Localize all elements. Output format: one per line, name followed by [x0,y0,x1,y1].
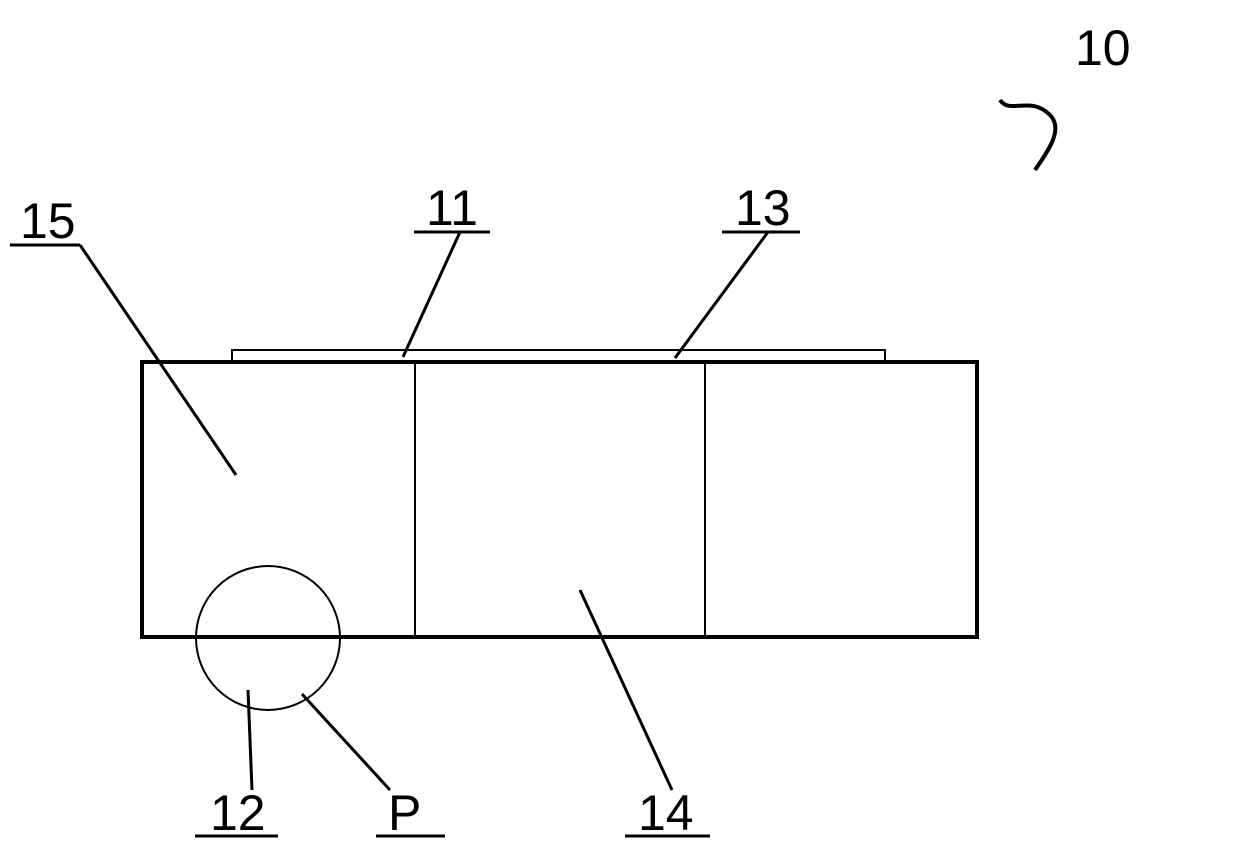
leader-14 [580,590,672,790]
leader-12 [248,690,252,790]
leader-P [302,694,390,790]
label-10: 10 [1075,20,1131,76]
label-14: 14 [638,785,694,841]
label-12: 12 [210,785,266,841]
label-13: 13 [735,180,791,236]
label-15: 15 [20,193,76,249]
main-block [142,362,977,637]
label-P: P [388,785,421,841]
leader-10 [1000,100,1055,170]
leader-13 [675,232,768,358]
technical-diagram: 10 15 11 13 12 P 14 [0,0,1240,861]
label-11: 11 [426,180,478,236]
leader-11 [403,232,460,357]
